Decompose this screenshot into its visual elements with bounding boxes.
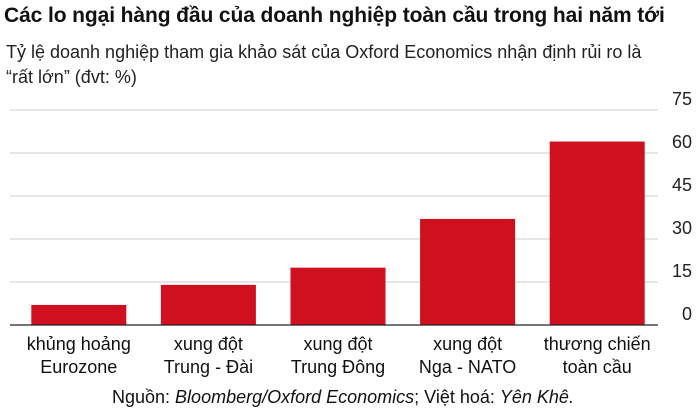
bar xyxy=(160,284,256,325)
category-label-line: toàn cầu xyxy=(563,357,632,377)
y-axis-ticks: 0 15 30 45 60 75 xyxy=(672,89,692,324)
category-label-line: Nga - NATO xyxy=(419,357,516,377)
category-label-line: Trung Đông xyxy=(291,357,385,377)
y-tick-label: 60 xyxy=(672,132,692,152)
category-label-line: xung đột xyxy=(303,334,372,354)
category-label-line: xung đột xyxy=(433,334,502,354)
bar xyxy=(420,218,516,325)
bar xyxy=(549,141,645,325)
bars xyxy=(31,141,645,325)
category-label: khủng hoảng Eurozone xyxy=(27,334,131,377)
source-publisher: Bloomberg/Oxford Economics xyxy=(175,387,415,407)
category-label-line: Eurozone xyxy=(40,357,117,377)
category-label-line: xung đột xyxy=(174,334,243,354)
category-label: xung đột Trung Đông xyxy=(291,334,385,377)
category-label: xung đột Nga - NATO xyxy=(419,334,516,377)
y-tick-label: 30 xyxy=(672,218,692,238)
category-label-line: thương chiến xyxy=(544,334,651,354)
y-tick-label: 15 xyxy=(672,261,692,281)
chart-subtitle: Tỷ lệ doanh nghiệp tham gia khảo sát của… xyxy=(6,42,642,87)
category-label: xung đột Trung - Đài xyxy=(164,334,253,377)
category-label-line: khủng hoảng xyxy=(27,334,131,354)
y-tick-label: 0 xyxy=(682,304,692,324)
chart-title: Các lo ngại hàng đầu của doanh nghiệp to… xyxy=(4,4,665,27)
bar xyxy=(31,304,127,325)
source-separator: ; Việt hoá: xyxy=(414,387,500,407)
source-translator: Yên Khê. xyxy=(499,387,574,407)
source-note: Nguồn: Bloomberg/Oxford Economics; Việt … xyxy=(112,387,574,408)
source-prefix: Nguồn: xyxy=(112,387,176,407)
bar xyxy=(290,267,386,325)
category-label-line: Trung - Đài xyxy=(164,357,253,377)
y-tick-label: 75 xyxy=(672,89,692,109)
y-tick-label: 45 xyxy=(672,175,692,195)
category-label: thương chiến toàn cầu xyxy=(544,334,651,377)
